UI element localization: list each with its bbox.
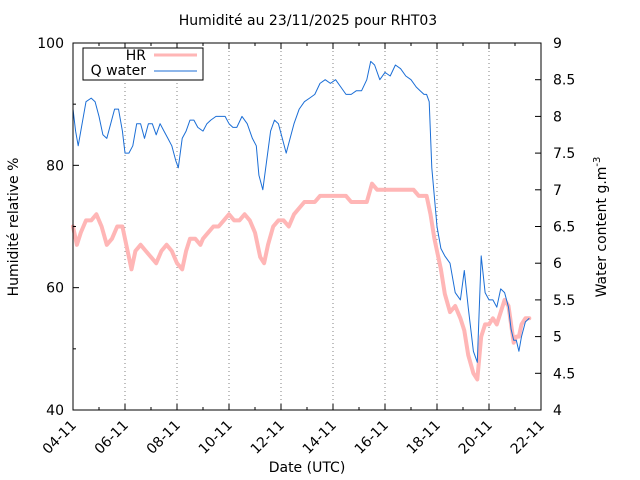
y-right-tick-label: 4: [553, 403, 562, 419]
y-right-tick-label: 5.5: [553, 293, 575, 309]
y-right-tick-label: 8: [553, 109, 562, 125]
x-tick-label: 16-11: [352, 418, 392, 458]
x-tick-label: 14-11: [300, 418, 340, 458]
series-layer: [71, 60, 532, 382]
x-tick-label: 18-11: [404, 418, 444, 458]
x-tick-label: 12-11: [248, 418, 288, 458]
x-tick-label: 04-11: [40, 418, 80, 458]
chart-title: Humidité au 23/11/2025 pour RHT03: [179, 13, 437, 29]
plot-frame: [72, 42, 542, 411]
legend-label-hr: HR: [126, 48, 147, 64]
y-axis-left-label: Humidité relative %: [6, 158, 22, 297]
y-left-tick-label: 60: [46, 281, 64, 297]
y-axis-right-label-exponent: -3: [592, 157, 603, 167]
y-right-tick-label: 8.5: [553, 73, 575, 89]
y-right-tick-label: 7.5: [553, 146, 575, 162]
series-line-q-water: [72, 60, 530, 363]
legend: HR Q water: [82, 47, 204, 81]
series-line-hr: [71, 181, 532, 382]
y-axis-right-label-base: Water content g.m: [594, 167, 610, 298]
x-axis-label: Date (UTC): [269, 460, 346, 476]
left-axis: 40 60 80 100: [37, 36, 79, 419]
bottom-axis: 04-11 06-11 08-11 10-11 12-11 14-11 16-11 18-11…: [40, 43, 548, 458]
y-right-tick-label: 9: [553, 36, 562, 52]
x-tick-label: 20-11: [456, 418, 496, 458]
right-axis: 4 4.5 5 5.5 6 6.5 7 7.5 8 8.5 9: [535, 36, 575, 419]
x-tick-label: 06-11: [92, 418, 132, 458]
y-left-tick-label: 40: [46, 403, 64, 419]
y-right-tick-label: 5: [553, 330, 562, 346]
y-left-tick-label: 100: [37, 36, 64, 52]
y-right-tick-label: 6.5: [553, 220, 575, 236]
x-tick-label: 08-11: [144, 418, 184, 458]
x-tick-label: 22-11: [508, 418, 548, 458]
y-right-tick-label: 4.5: [553, 366, 575, 382]
y-right-tick-label: 7: [553, 183, 562, 199]
y-right-tick-label: 6: [553, 256, 562, 272]
y-axis-right-label: Water content g.m-3: [592, 157, 610, 298]
y-left-tick-label: 80: [46, 158, 64, 174]
legend-label-q-water: Q water: [91, 63, 147, 79]
x-tick-label: 10-11: [196, 418, 236, 458]
legend-box: [82, 47, 204, 81]
